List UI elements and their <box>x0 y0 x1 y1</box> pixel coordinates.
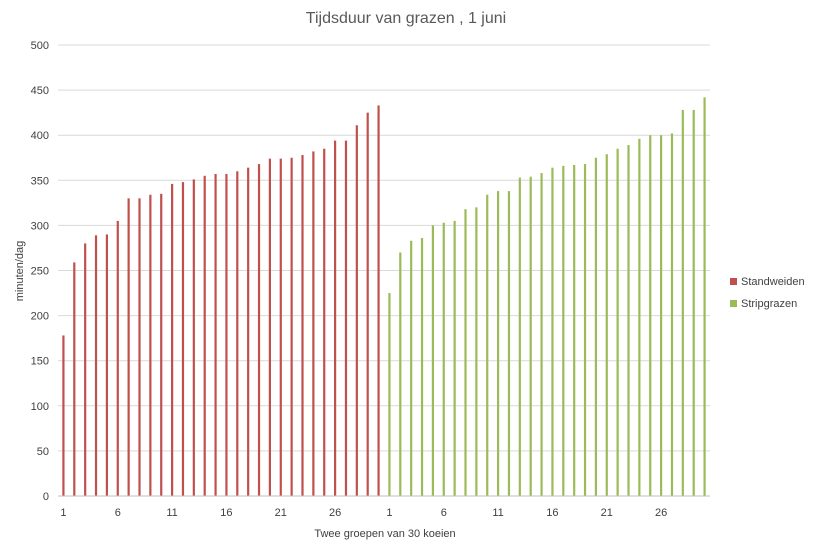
bar-standweiden-7 <box>127 198 130 496</box>
bar-stripgrazen-19 <box>583 164 587 496</box>
bar-stripgrazen-20 <box>594 157 597 496</box>
bar-stripgrazen-4 <box>420 238 424 496</box>
x-tick-label: 16 <box>546 507 558 519</box>
gridlines <box>58 44 710 452</box>
bar-standweiden-19 <box>257 164 261 496</box>
bar-standweiden-20 <box>268 158 271 496</box>
y-tick-label: 500 <box>31 40 49 52</box>
bar-stripgrazen-5 <box>431 225 434 496</box>
bar-standweiden-4 <box>94 235 98 496</box>
bar-stripgrazen-2 <box>399 252 402 496</box>
bar-standweiden-30 <box>377 105 380 497</box>
bar-stripgrazen-13 <box>518 177 521 496</box>
bar-stripgrazen-26 <box>660 135 663 496</box>
bar-stripgrazen-27 <box>670 133 674 496</box>
y-tick-label: 50 <box>37 446 49 458</box>
bar-standweiden-22 <box>290 157 293 496</box>
y-tick-label: 450 <box>31 85 49 97</box>
bar-stripgrazen-21 <box>605 154 608 496</box>
chart-title: Tijdsduur van grazen , 1 juni <box>306 10 506 27</box>
bar-stripgrazen-23 <box>627 145 630 496</box>
x-tick-label: 1 <box>60 507 66 519</box>
bar-stripgrazen-22 <box>616 148 619 497</box>
bar-stripgrazen-14 <box>529 176 532 496</box>
bar-stripgrazen-7 <box>453 220 456 496</box>
x-tick-label: 26 <box>329 507 341 519</box>
x-tick-label: 21 <box>601 507 613 519</box>
bar-stripgrazen-9 <box>475 207 478 497</box>
bar-stripgrazen-10 <box>486 194 489 497</box>
bar-stripgrazen-25 <box>649 135 652 496</box>
bar-standweiden-18 <box>247 167 250 497</box>
x-tick-label: 6 <box>115 507 121 519</box>
bar-standweiden-16 <box>225 173 228 497</box>
bar-standweiden-26 <box>334 140 337 497</box>
y-tick-label: 300 <box>31 220 49 232</box>
bar-standweiden-15 <box>214 173 217 497</box>
bar-stripgrazen-17 <box>562 165 565 496</box>
bar-stripgrazen-3 <box>410 240 413 496</box>
bar-stripgrazen-11 <box>497 191 500 496</box>
y-axis-ticks: 0 50 100 150 200 250 300 350 400 450 500 <box>31 40 49 503</box>
bar-stripgrazen-1 <box>388 293 391 496</box>
bar-stripgrazen-16 <box>551 167 554 497</box>
bar-standweiden-27 <box>344 140 348 497</box>
x-tick-label: 16 <box>220 507 232 519</box>
y-tick-label: 350 <box>31 175 49 187</box>
bar-standweiden-14 <box>203 175 206 497</box>
x-tick-label: 21 <box>275 507 287 519</box>
y-tick-label: 100 <box>31 401 49 413</box>
legend-label-stripgrazen: Stripgrazen <box>741 298 797 310</box>
bar-standweiden-1 <box>62 335 65 496</box>
bar-stripgrazen-15 <box>540 173 543 496</box>
legend: Standweiden Stripgrazen <box>730 276 805 310</box>
bar-standweiden-17 <box>236 171 239 496</box>
x-tick-label: 6 <box>441 507 447 519</box>
bar-standweiden-21 <box>279 158 282 496</box>
y-tick-label: 0 <box>43 491 49 503</box>
bar-standweiden-11 <box>171 183 174 496</box>
y-tick-label: 200 <box>31 311 49 323</box>
y-tick-label: 400 <box>31 130 49 142</box>
x-tick-label: 26 <box>655 507 667 519</box>
y-axis-label: minuten/dag <box>14 241 26 302</box>
bar-stripgrazen-24 <box>638 138 641 496</box>
bar-stripgrazen-8 <box>464 209 467 496</box>
legend-swatch-stripgrazen <box>730 300 737 307</box>
bar-standweiden-24 <box>312 151 315 496</box>
x-axis-ticks: 1 6 11 16 21 26 1 6 11 16 21 26 <box>60 507 667 519</box>
bar-stripgrazen-18 <box>573 164 576 496</box>
bars <box>62 97 706 497</box>
y-tick-label: 250 <box>31 266 49 278</box>
bar-stripgrazen-12 <box>507 191 511 496</box>
y-tick-label: 150 <box>31 356 49 368</box>
legend-swatch-standweiden <box>730 278 737 285</box>
bar-standweiden-29 <box>366 112 369 497</box>
x-tick-label: 1 <box>386 507 392 519</box>
x-tick-label: 11 <box>166 507 177 519</box>
bar-standweiden-23 <box>301 155 304 497</box>
bar-standweiden-3 <box>84 243 87 496</box>
bar-standweiden-2 <box>73 262 76 496</box>
x-tick-label: 11 <box>492 507 503 519</box>
bar-stripgrazen-28 <box>681 109 684 496</box>
bar-stripgrazen-30 <box>703 97 706 496</box>
x-axis-label: Twee groepen van 30 koeien <box>314 528 455 540</box>
bar-standweiden-8 <box>138 198 141 496</box>
bar-stripgrazen-29 <box>692 109 695 496</box>
bar-standweiden-9 <box>149 194 152 497</box>
bar-standweiden-28 <box>355 125 358 496</box>
bar-standweiden-12 <box>181 182 185 496</box>
bar-standweiden-6 <box>116 220 119 496</box>
bar-standweiden-5 <box>105 234 108 497</box>
bar-standweiden-10 <box>160 193 163 496</box>
bar-standweiden-13 <box>192 179 195 496</box>
bar-stripgrazen-6 <box>442 222 445 496</box>
legend-label-standweiden: Standweiden <box>741 276 805 288</box>
bar-standweiden-25 <box>323 148 326 497</box>
